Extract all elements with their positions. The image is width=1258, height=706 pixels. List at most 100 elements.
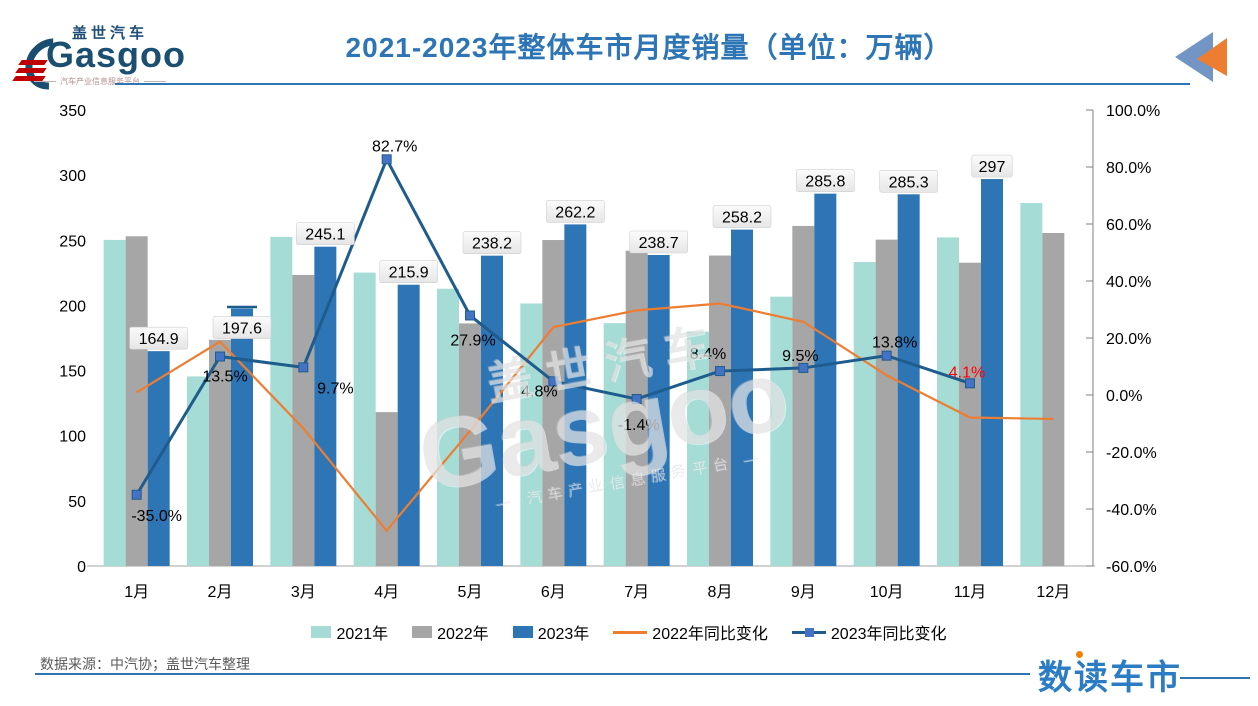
line-pct-label: -1.4% <box>618 417 660 434</box>
bar-2021年-5月 <box>437 288 459 566</box>
right-axis-tick-label: 80.0% <box>1106 160 1151 177</box>
bar-label-box <box>212 316 272 339</box>
bar-label-box <box>971 154 1013 178</box>
line-marker-5月 <box>465 310 475 321</box>
line-2022年同比变化 <box>136 302 1054 533</box>
x-axis-category-label: 2月 <box>208 584 233 601</box>
shuducheshi-text: 数读车市 <box>1038 659 1182 697</box>
bar-value-label: 258.2 <box>722 210 762 227</box>
right-axis-tick-label: 40.0% <box>1106 274 1151 291</box>
legend-item-2021年: 2021年 <box>311 620 388 644</box>
legend-item-2023年同比变化: 2023年同比变化 <box>791 620 947 644</box>
line-pct-label: 4.1% <box>949 364 985 381</box>
legend-item-2022年: 2022年 <box>412 620 489 644</box>
x-axis-category-label: 9月 <box>791 584 816 601</box>
legend-label: 2023年 <box>537 626 590 643</box>
legend-label: 2022年同比变化 <box>652 626 768 643</box>
bar-2023年-8月 <box>731 229 753 566</box>
bar-label-box <box>546 200 605 223</box>
bar-value-label: 164.9 <box>139 331 179 348</box>
left-axis-tick-label: 100 <box>59 429 86 446</box>
left-axis-tick-label: 300 <box>59 168 86 185</box>
line-marker-2月 <box>215 351 225 362</box>
legend-swatch-icon <box>311 626 332 638</box>
x-axis-category-label: 1月 <box>124 584 149 601</box>
x-axis-category-label: 6月 <box>541 584 566 601</box>
left-axis-tick-label: 350 <box>59 103 86 120</box>
bar-value-label: 285.8 <box>805 174 845 191</box>
line-marker-1月 <box>131 489 142 500</box>
bar-2023年-4月 <box>397 284 420 566</box>
left-axis-tick-label: 150 <box>59 364 86 381</box>
bar-2021年-3月 <box>270 236 293 566</box>
bar-value-label: 215.9 <box>389 265 429 282</box>
line-pct-label: 13.5% <box>202 369 247 386</box>
line-pct-label: 27.9% <box>450 332 495 349</box>
x-axis-category-label: 4月 <box>374 584 399 601</box>
line-marker-8月 <box>715 366 725 377</box>
bar-2023年-9月 <box>814 193 837 566</box>
chart-legend: 2021年 2022年 2023年 2022年同比变化 2023年同比变化 <box>0 620 1258 644</box>
line-marker-4月 <box>381 154 392 165</box>
bar-value-label: 238.2 <box>472 236 512 253</box>
legend-swatch-icon <box>512 626 533 638</box>
footer-rule-right <box>1180 677 1250 679</box>
x-axis-category-label: 3月 <box>291 584 316 601</box>
bar-2022年-2月 <box>209 339 231 566</box>
line-marker-7月 <box>631 393 642 404</box>
tagline-dash <box>144 81 166 82</box>
line-marker-6月 <box>548 376 559 387</box>
bar-label-box <box>796 169 855 192</box>
bar-value-label: 197.6 <box>222 321 262 338</box>
gasgoo-logo-en: Gasgoo <box>46 34 187 75</box>
x-axis-category-label: 12月 <box>1036 584 1070 601</box>
bar-2022年-11月 <box>959 262 981 566</box>
line-pct-label: 9.7% <box>317 380 353 397</box>
bar-2023年-7月 <box>647 255 670 566</box>
orange-triangle-icon <box>1197 38 1227 76</box>
bar-2022年-12月 <box>1042 232 1065 566</box>
bar-2021年-7月 <box>603 323 626 566</box>
line-pct-label: 13.8% <box>872 335 917 352</box>
sales-chart: 0 50 100 150 200 250 300 350 100.0% 80.0% 60.0% 40.… <box>59 103 1160 601</box>
legend-label: 2021年 <box>336 626 389 643</box>
bar-2021年-6月 <box>520 303 543 566</box>
left-axis-tick-label: 0 <box>77 559 86 576</box>
legend-line-icon <box>791 627 826 637</box>
bar-label-box <box>129 326 188 350</box>
left-axis-tick-label: 50 <box>68 494 86 511</box>
bar-2021年-8月 <box>687 331 709 566</box>
double-back-triangles-icon <box>1175 32 1227 82</box>
bar-2023年-11月 <box>981 179 1003 566</box>
right-axis-tick-label: -60.0% <box>1106 559 1157 576</box>
right-axis-tick-label: 0.0% <box>1106 388 1142 405</box>
line-marker-11月 <box>965 378 975 389</box>
footer-rule-left <box>35 673 1030 675</box>
bar-label-box <box>629 230 688 254</box>
bar-2022年-8月 <box>709 255 731 566</box>
bar-2021年-10月 <box>853 262 876 566</box>
bar-2022年-10月 <box>875 239 898 567</box>
x-axis-category-label: 5月 <box>458 584 483 601</box>
bar-2022年-4月 <box>375 412 398 566</box>
line-pct-label: 4.8% <box>521 383 557 400</box>
tagline-dash <box>34 81 56 82</box>
bar-value-label: 285.3 <box>889 174 929 191</box>
legend-marker-icon <box>804 627 814 637</box>
bar-2022年-5月 <box>459 323 481 566</box>
blue-triangle-icon <box>1175 32 1213 82</box>
bar-2023年-10月 <box>897 194 920 566</box>
x-axis-category-label: 7月 <box>624 584 649 601</box>
gasgoo-logo-tagline: 汽车产业信息服务平台 <box>34 76 204 87</box>
bar-label-box <box>462 231 522 254</box>
tagline-text: 汽车产业信息服务平台 <box>60 77 140 86</box>
bar-value-label: 238.7 <box>639 235 679 252</box>
x-axis-category-label: 8月 <box>708 584 733 601</box>
line-pct-label: -35.0% <box>131 508 182 525</box>
x-axis-category-label: 11月 <box>954 584 987 601</box>
right-axis-tick-label: 60.0% <box>1106 217 1151 234</box>
bar-2023年-6月 <box>564 224 587 566</box>
gasgoo-logo-cn: 盖世汽车 <box>72 25 149 42</box>
plot-area: 0 50 100 150 200 250 300 350 100.0% 80.0% 60.0% 40.… <box>59 103 1160 601</box>
line-marker-9月 <box>798 362 809 373</box>
